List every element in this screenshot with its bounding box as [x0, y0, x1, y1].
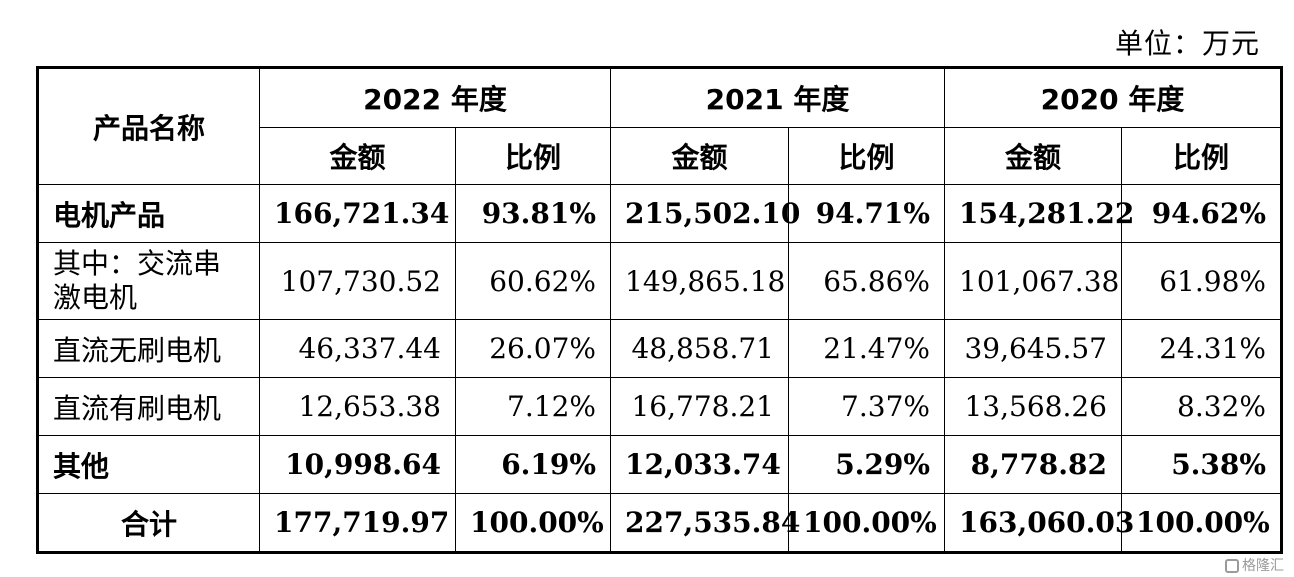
table-row: 直流无刷电机 46,337.44 26.07% 48,858.71 21.47%… [37, 319, 1282, 378]
year-header-2022: 2022 年度 [259, 67, 611, 128]
cell-ratio: 100.00% [788, 493, 945, 553]
cell-amount: 227,535.84 [610, 493, 800, 553]
cell-amount: 39,645.57 [944, 319, 1122, 378]
cell-ratio: 5.38% [1121, 435, 1282, 494]
table-row: 其他 10,998.64 6.19% 12,033.74 5.29% 8,778… [37, 435, 1282, 494]
cell-ratio: 24.31% [1121, 319, 1282, 378]
unit-label: 单位：万元 [1114, 27, 1260, 60]
cell-ratio: 8.32% [1121, 377, 1282, 436]
table-row: 其中：交流串激电机 107,730.52 60.62% 149,865.18 6… [37, 242, 1282, 320]
cell-amount: 46,337.44 [259, 319, 456, 378]
cell-amount: 215,502.10 [610, 184, 800, 243]
cell-ratio: 5.29% [788, 435, 945, 494]
amount-header: 金额 [610, 127, 789, 185]
cell-ratio: 7.12% [455, 377, 611, 436]
row-label: 直流有刷电机 [37, 377, 260, 436]
row-label: 其中：交流串激电机 [37, 242, 260, 320]
watermark: 格隆汇 [1225, 555, 1284, 575]
table-row-total: 合计 177,719.97 100.00% 227,535.84 100.00%… [37, 493, 1282, 553]
cell-amount: 177,719.97 [259, 493, 456, 553]
cell-amount: 48,858.71 [610, 319, 789, 378]
cell-amount: 166,721.34 [259, 184, 456, 243]
cell-ratio: 60.62% [455, 242, 611, 320]
watermark-text: 格隆汇 [1242, 558, 1284, 574]
cell-ratio: 26.07% [455, 319, 611, 378]
watermark-logo-icon [1225, 559, 1239, 573]
cell-ratio: 94.62% [1121, 184, 1282, 243]
cell-amount: 12,653.38 [259, 377, 456, 436]
cell-ratio: 100.00% [455, 493, 611, 553]
table-row: 电机产品 166,721.34 93.81% 215,502.10 94.71%… [37, 184, 1282, 243]
row-label: 合计 [37, 493, 260, 553]
cell-amount: 10,998.64 [259, 435, 456, 494]
cell-ratio: 100.00% [1121, 493, 1282, 553]
ratio-header: 比例 [1121, 127, 1282, 185]
row-label: 直流无刷电机 [37, 319, 260, 378]
cell-ratio: 93.81% [455, 184, 611, 243]
row-label: 其他 [37, 435, 260, 494]
cell-ratio: 65.86% [788, 242, 945, 320]
cell-amount: 16,778.21 [610, 377, 789, 436]
cell-amount: 8,778.82 [944, 435, 1122, 494]
cell-amount: 107,730.52 [259, 242, 456, 320]
amount-header: 金额 [259, 127, 456, 185]
product-name-header: 产品名称 [37, 67, 260, 185]
table-row: 直流有刷电机 12,653.38 7.12% 16,778.21 7.37% 1… [37, 377, 1282, 436]
cell-ratio: 21.47% [788, 319, 945, 378]
cell-amount: 12,033.74 [610, 435, 789, 494]
ratio-header: 比例 [455, 127, 611, 185]
cell-ratio: 6.19% [455, 435, 611, 494]
year-header-2020: 2020 年度 [944, 67, 1282, 128]
header-row-years: 产品名称 2022 年度 2021 年度 2020 年度 [37, 67, 1282, 185]
amount-header: 金额 [944, 127, 1122, 185]
ratio-header: 比例 [788, 127, 945, 185]
cell-amount: 154,281.22 [944, 184, 1134, 243]
cell-amount: 101,067.38 [944, 242, 1122, 320]
cell-ratio: 94.71% [788, 184, 945, 243]
cell-amount: 149,865.18 [610, 242, 789, 320]
cell-ratio: 61.98% [1121, 242, 1282, 320]
cell-amount: 163,060.03 [944, 493, 1134, 553]
row-label: 电机产品 [37, 184, 260, 243]
year-header-2021: 2021 年度 [610, 67, 945, 128]
cell-amount: 13,568.26 [944, 377, 1122, 436]
cell-ratio: 7.37% [788, 377, 945, 436]
revenue-table: 产品名称 2022 年度 2021 年度 2020 年度 金额 比例 金额 比例… [36, 66, 1283, 554]
